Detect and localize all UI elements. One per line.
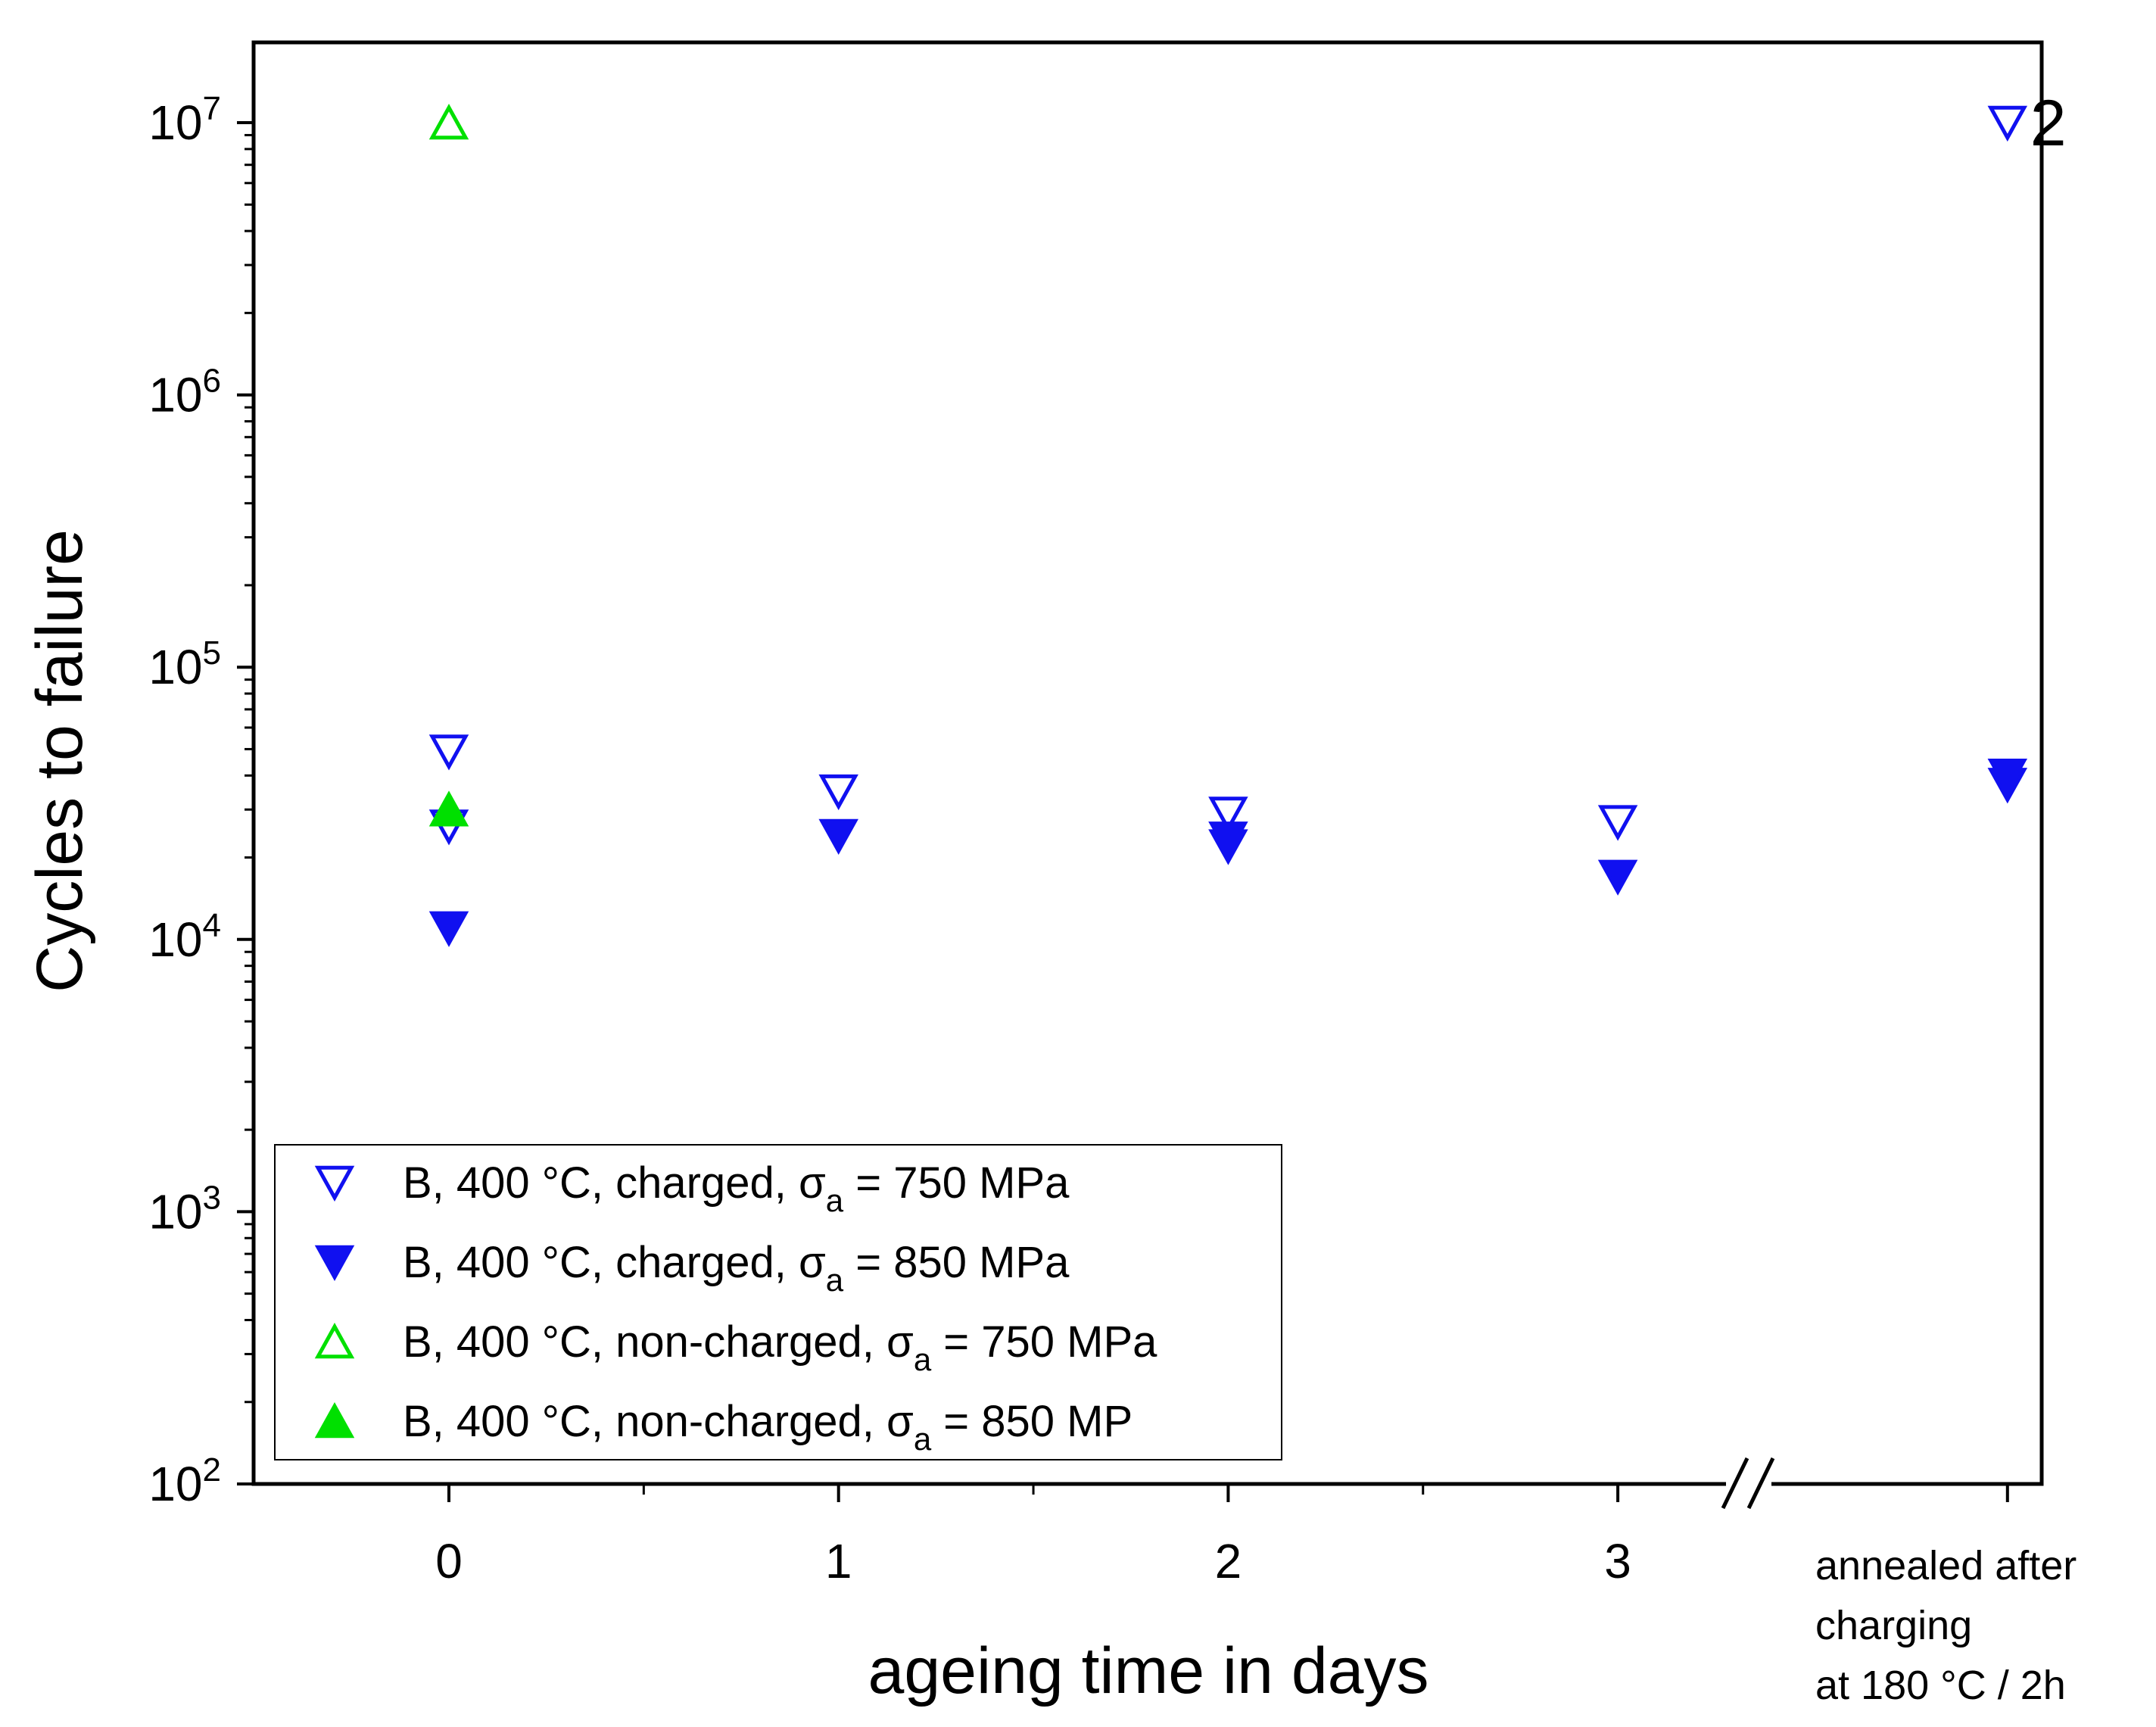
axis-break <box>1721 1457 1775 1510</box>
legend-item: B, 400 °C, non-charged, σa = 750 MPa <box>314 1317 1157 1377</box>
plot-frame <box>251 40 2044 1486</box>
legend-marker <box>314 1402 355 1439</box>
annealed-label-line-2: charging <box>1815 1603 1972 1648</box>
x-ticks <box>447 1484 2009 1502</box>
data-point-series-1 <box>1597 805 1638 841</box>
x-tick-label: 3 <box>1604 1534 1631 1588</box>
legend-label: B, 400 °C, charged, σa = 750 MPa <box>403 1158 1070 1218</box>
data-point-series-3 <box>428 104 469 140</box>
y-major-ticks <box>237 121 254 1485</box>
data-point-series-2 <box>1208 829 1248 865</box>
annealed-label-line-3: at 180 °C / 2h <box>1815 1663 2066 1708</box>
legend-box <box>274 1144 1282 1460</box>
y-tick-label: 105 <box>148 634 221 694</box>
x-tick-label: 1 <box>825 1534 852 1588</box>
data-point-series-2 <box>428 911 469 947</box>
legend-label: B, 400 °C, non-charged, σa = 750 MPa <box>403 1317 1157 1377</box>
annealed-label-line-1: annealed after <box>1815 1543 2077 1588</box>
legend-label: B, 400 °C, charged, σa = 850 MPa <box>403 1238 1070 1298</box>
legend-item: B, 400 °C, charged, σa = 850 MPa <box>314 1238 1070 1298</box>
y-axis-title: Cycles to failure <box>23 529 96 993</box>
data-points <box>428 104 2028 947</box>
legend-label: B, 400 °C, non-charged, σa = 850 MP <box>403 1397 1133 1457</box>
legend-item: B, 400 °C, non-charged, σa = 850 MP <box>314 1397 1133 1457</box>
y-tick-label: 104 <box>148 907 221 967</box>
x-axis-title: ageing time in days <box>868 1635 1429 1707</box>
data-point-series-2 <box>1597 859 1638 896</box>
legend-marker <box>314 1245 355 1281</box>
data-point-series-4 <box>428 790 469 827</box>
y-tick-labels: 102 103 104 105 106 107 <box>148 90 221 1511</box>
data-point-series-2 <box>818 818 858 856</box>
y-tick-label: 102 <box>148 1451 221 1511</box>
data-point-series-1 <box>818 774 858 811</box>
data-point-series-1 <box>1987 105 2028 142</box>
data-point-series-2 <box>1987 768 2028 804</box>
runout-count-annotation: 2 <box>2030 87 2067 160</box>
y-tick-label: 107 <box>148 90 221 150</box>
x-tick-labels: 0 1 2 3 <box>435 1534 1631 1588</box>
x-tick-label: 2 <box>1215 1534 1242 1588</box>
data-point-series-1 <box>428 734 469 771</box>
legend-marker <box>314 1165 355 1202</box>
legend: B, 400 °C, charged, σa = 750 MPa B, 400 °… <box>274 1144 1282 1460</box>
legend-item: B, 400 °C, charged, σa = 750 MPa <box>314 1158 1070 1218</box>
legend-marker <box>314 1323 355 1359</box>
y-tick-label: 106 <box>148 363 221 422</box>
x-tick-label: 0 <box>435 1534 463 1588</box>
y-tick-label: 103 <box>148 1179 221 1239</box>
data-point-series-1 <box>1208 796 1248 833</box>
